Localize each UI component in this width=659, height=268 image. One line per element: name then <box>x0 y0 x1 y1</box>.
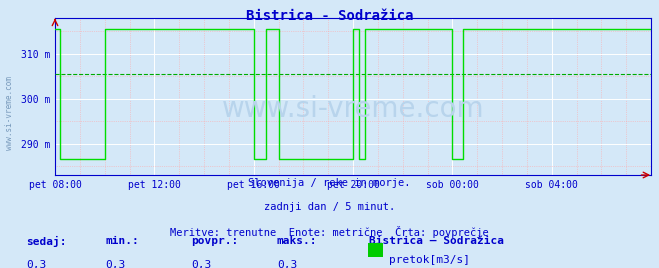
Text: 0,3: 0,3 <box>26 260 47 268</box>
Text: Bistrica – Sodražica: Bistrica – Sodražica <box>369 236 504 246</box>
Text: zadnji dan / 5 minut.: zadnji dan / 5 minut. <box>264 202 395 212</box>
Text: www.si-vreme.com: www.si-vreme.com <box>5 76 14 150</box>
Text: 0,3: 0,3 <box>277 260 297 268</box>
Text: pretok[m3/s]: pretok[m3/s] <box>389 255 470 265</box>
Text: Slovenija / reke in morje.: Slovenija / reke in morje. <box>248 178 411 188</box>
Text: povpr.:: povpr.: <box>191 236 239 246</box>
Text: sedaj:: sedaj: <box>26 236 67 247</box>
Text: min.:: min.: <box>105 236 139 246</box>
Text: 0,3: 0,3 <box>105 260 126 268</box>
Text: Bistrica - Sodražica: Bistrica - Sodražica <box>246 9 413 23</box>
Text: Meritve: trenutne  Enote: metrične  Črta: povprečje: Meritve: trenutne Enote: metrične Črta: … <box>170 226 489 238</box>
Text: maks.:: maks.: <box>277 236 317 246</box>
Text: 0,3: 0,3 <box>191 260 212 268</box>
Text: www.si-vreme.com: www.si-vreme.com <box>221 95 484 123</box>
